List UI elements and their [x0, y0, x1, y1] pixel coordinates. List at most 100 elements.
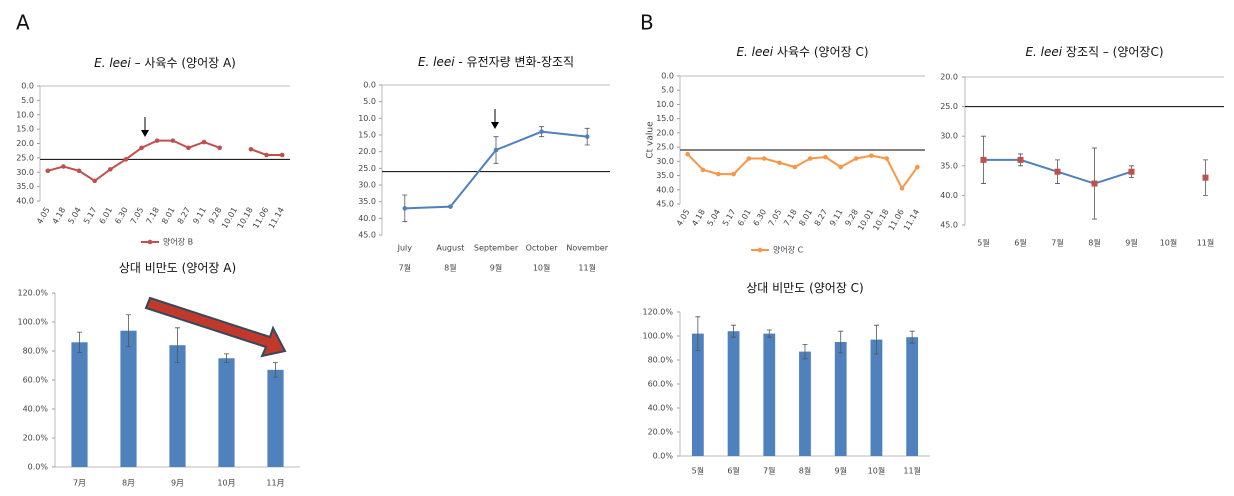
- error-bar: [766, 329, 772, 338]
- x-tick-label: 5월: [977, 238, 989, 248]
- bar: [691, 333, 704, 456]
- y-tick-label: 30.0: [358, 181, 376, 190]
- error-bar: [77, 331, 82, 353]
- bar: [727, 331, 740, 456]
- y-tick-label: 40.0: [656, 185, 674, 194]
- marker: [915, 164, 920, 170]
- title-text: 사육수 (양어장 C): [773, 45, 868, 59]
- y-tick-label: 35.0: [16, 182, 34, 191]
- x-tick-label: August: [436, 244, 464, 253]
- marker: [92, 178, 97, 184]
- marker: [1054, 168, 1061, 175]
- title-text: - 유전자량 변화-장조직: [455, 55, 574, 69]
- error-bar: [175, 327, 180, 363]
- marker: [279, 152, 285, 158]
- bar: [906, 337, 919, 456]
- y-tick-label: 15.0: [656, 114, 674, 123]
- marker: [1202, 174, 1209, 181]
- marker: [448, 204, 453, 209]
- marker: [700, 167, 706, 173]
- bar: [834, 342, 847, 456]
- y-tick-label: 25.0: [358, 164, 376, 173]
- y-tick-label: 40.0%: [648, 404, 674, 413]
- y-tick-label: 0.0%: [28, 463, 49, 472]
- x-tick-label: 10월: [1160, 238, 1178, 248]
- x-tick-label-2: 7월: [399, 263, 411, 273]
- marker: [61, 164, 66, 169]
- x-tick-label: November: [566, 244, 608, 253]
- x-tick-label: October: [526, 244, 559, 253]
- marker: [792, 164, 798, 170]
- marker: [584, 134, 590, 139]
- x-tick-label: 9월: [1125, 238, 1137, 248]
- y-tick-label: 0.0: [661, 72, 674, 81]
- y-tick-label: 35.0: [656, 171, 674, 180]
- y-tick-label: 5.0: [21, 96, 34, 105]
- bar: [870, 339, 883, 456]
- error-bar: [802, 344, 808, 360]
- marker: [217, 145, 222, 151]
- title-species: E. leei: [1025, 45, 1062, 59]
- marker: [264, 152, 269, 158]
- x-tick-label: 8月: [122, 479, 135, 488]
- bar: [71, 342, 88, 467]
- y-tick-label: 35.0: [940, 161, 958, 170]
- marker: [154, 138, 160, 143]
- marker: [1017, 156, 1024, 163]
- marker: [746, 156, 752, 161]
- error-bar: [273, 362, 278, 378]
- y-tick-label: 0.0: [21, 82, 34, 91]
- y-tick-label: 5.0: [661, 86, 674, 95]
- y-tick-label: 120.0%: [642, 308, 673, 317]
- error-bar: [731, 324, 737, 338]
- y-tick-label: 100.0%: [17, 318, 48, 327]
- x-tick-label: September: [474, 244, 519, 253]
- y-tick-label: 25.0: [656, 143, 674, 152]
- chart-title: 상대 비만도 (양어장 C): [746, 281, 864, 295]
- legend-marker: [147, 239, 153, 245]
- marker: [685, 151, 690, 157]
- panel-label: B: [640, 11, 654, 35]
- y-tick-label: 5.0: [363, 97, 376, 106]
- marker: [1128, 168, 1135, 175]
- marker: [45, 168, 51, 174]
- marker: [108, 167, 113, 172]
- x-tick-label: 5월: [692, 466, 704, 476]
- x-tick-label-2: 10월: [533, 263, 551, 273]
- x-tick-label: 6월: [1014, 238, 1026, 248]
- title-text: – 사육수 (양어장 A): [131, 56, 236, 70]
- marker: [838, 164, 844, 170]
- x-tick-label: 9月: [171, 479, 184, 488]
- marker: [123, 157, 129, 162]
- x-tick-label: 10월: [868, 466, 886, 476]
- y-tick-label: 40.0: [940, 191, 958, 200]
- x-tick-label: 11月: [266, 479, 284, 488]
- arrow: [141, 109, 499, 137]
- bar: [799, 351, 811, 456]
- y-tick-label: 30.0: [16, 168, 34, 177]
- y-tick-label: 60.0%: [23, 376, 49, 385]
- marker: [731, 171, 736, 177]
- error-bar: [873, 324, 879, 355]
- y-tick-label: 45.0: [656, 200, 674, 209]
- y-tick-label: 80.0%: [23, 347, 49, 356]
- y-tick-label: 15.0: [16, 125, 34, 134]
- y-tick-label: 20.0: [940, 73, 958, 82]
- error-bar: [224, 353, 229, 363]
- y-tick-label: 20.0: [358, 147, 376, 156]
- y-tick-label: 45.0: [940, 221, 958, 230]
- chart-title: 상대 비만도 (양어장 A): [119, 261, 236, 275]
- trend-arrow: [144, 296, 287, 358]
- marker: [76, 168, 82, 174]
- line: [686, 153, 919, 191]
- y-tick-label: 25.0: [940, 102, 958, 111]
- chart-title: E. leei - 유전자량 변화-장조직: [418, 55, 574, 69]
- marker: [1091, 180, 1098, 187]
- y-tick-label: 20.0%: [23, 434, 49, 443]
- x-tick-label: 7월: [1051, 238, 1063, 248]
- marker: [853, 156, 859, 161]
- error-bar: [909, 330, 915, 344]
- x-tick-label: 7월: [763, 466, 775, 476]
- marker: [823, 154, 828, 160]
